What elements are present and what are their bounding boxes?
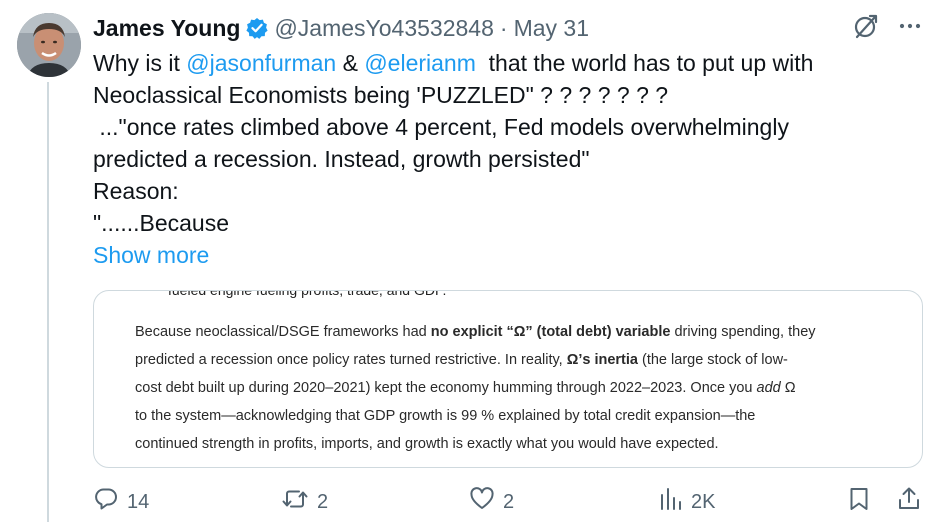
mention-elerianm[interactable]: @elerianm <box>364 50 476 76</box>
avatar[interactable] <box>17 13 81 77</box>
like-icon <box>469 486 495 518</box>
author-name[interactable]: James Young <box>93 14 241 41</box>
card-text: Because neoclassical/DSGE frameworks had… <box>135 318 895 458</box>
views-icon <box>659 486 683 518</box>
text-line4: predicted a recession. Instead, growth p… <box>93 146 590 172</box>
post-date[interactable]: May 31 <box>513 14 589 41</box>
text-line3: ..."once rates climbed above 4 percent, … <box>93 114 789 140</box>
card-l1-a: Because neoclassical/DSGE frameworks had <box>135 324 431 340</box>
like-button[interactable]: 2 <box>469 484 514 520</box>
grok-icon[interactable] <box>852 12 880 40</box>
card-l5: continued strength in profits, imports, … <box>135 436 719 452</box>
card-l2-c: (the large stock of low- <box>637 352 788 368</box>
mention-jasonfurman[interactable]: @jasonfurman <box>186 50 337 76</box>
like-count: 2 <box>503 490 515 513</box>
card-l3-a: cost debt built up during 2020–2021) kep… <box>135 380 757 396</box>
card-l2-a: predicted a recession once policy rates … <box>135 352 567 368</box>
repost-icon <box>281 486 309 518</box>
action-bar: 14 2 2 2K <box>93 484 923 520</box>
reply-count: 14 <box>127 490 150 513</box>
more-icon[interactable] <box>898 14 922 38</box>
share-icon <box>897 486 921 518</box>
card-l1-c: driving spending, they <box>670 324 816 340</box>
card-l3-c: Ω <box>780 380 796 396</box>
text-prefix: Why is it <box>93 50 187 76</box>
text-line2: Neoclassical Economists being 'PUZZLED" … <box>93 82 669 108</box>
thread-line <box>47 82 49 522</box>
media-card[interactable]: fueled engine fueling profits, trade, an… <box>93 290 923 468</box>
card-l4: to the system—acknowledging that GDP gro… <box>135 408 756 424</box>
repost-button[interactable]: 2 <box>281 484 328 520</box>
repost-count: 2 <box>317 490 329 513</box>
text-line1-rest: that the world has to put up with <box>475 50 814 76</box>
card-cut-line: fueled engine fueling profits, trade, an… <box>168 290 447 298</box>
post-header: James Young @JamesYo43532848 · May 31 <box>93 10 589 46</box>
views-button[interactable]: 2K <box>659 484 715 520</box>
show-more-link[interactable]: Show more <box>93 242 210 268</box>
text-ampersand: & <box>336 50 365 76</box>
author-handle[interactable]: @JamesYo43532848 <box>274 14 494 41</box>
bookmark-icon <box>847 486 871 518</box>
card-l2-b: Ω’s inertia <box>566 352 638 368</box>
reply-icon <box>93 486 119 518</box>
text-line5: Reason: <box>93 178 179 204</box>
card-l3-b: add <box>756 380 781 396</box>
share-button[interactable] <box>897 484 921 520</box>
card-l1-b: no explicit “Ω” (total debt) variable <box>430 324 671 340</box>
post-text: Why is it @jasonfurman & @elerianm that … <box>93 47 913 271</box>
views-count: 2K <box>691 490 716 513</box>
verified-badge-icon <box>246 17 269 39</box>
bookmark-button[interactable] <box>847 484 871 520</box>
text-line6: "......Because <box>93 210 230 236</box>
post-top-icons <box>852 12 922 40</box>
reply-button[interactable]: 14 <box>93 484 149 520</box>
separator: · <box>499 14 508 41</box>
